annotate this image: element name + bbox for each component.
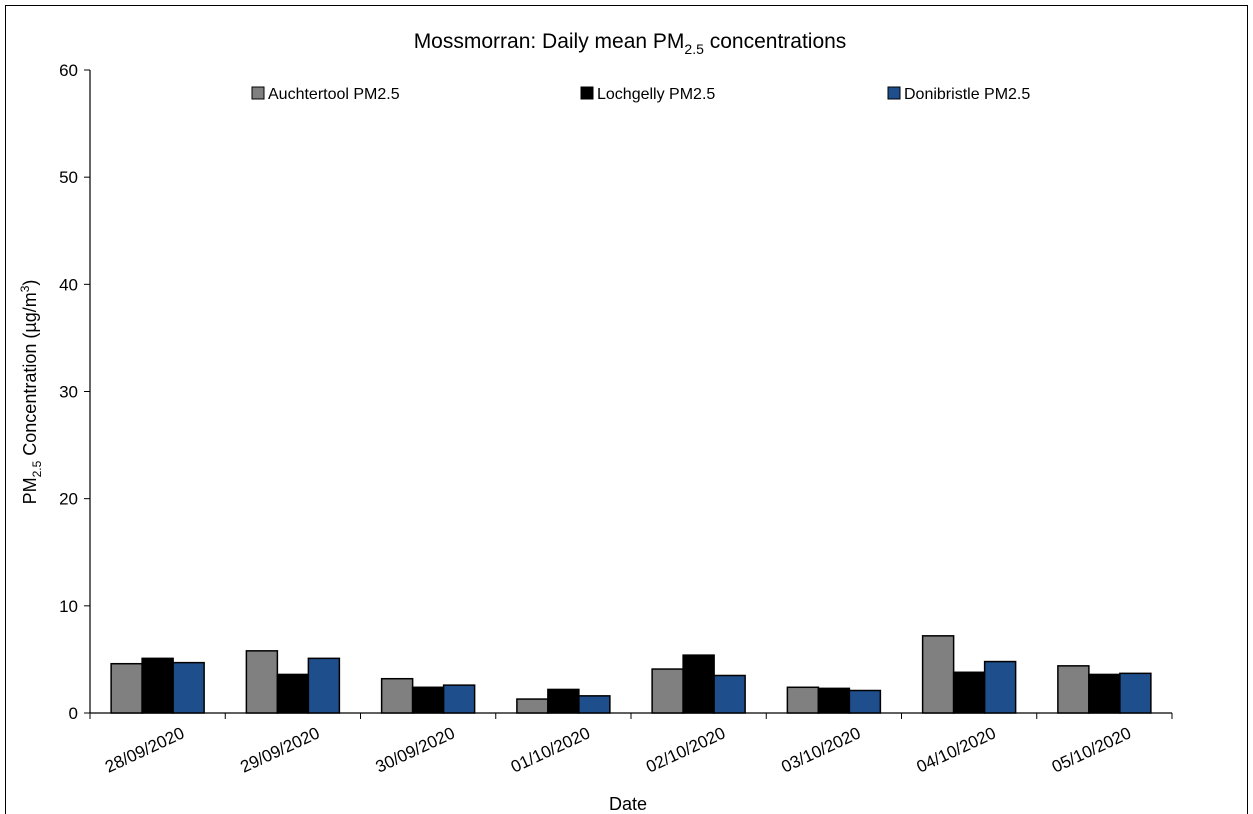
- bar: [578, 695, 611, 714]
- bar: [713, 674, 746, 714]
- bar: [245, 650, 279, 714]
- chart-frame: [5, 5, 1248, 814]
- y-tick-label: 30: [59, 383, 78, 402]
- bar: [786, 686, 820, 714]
- x-tick-label: 29/09/2020: [237, 723, 322, 776]
- bar: [817, 687, 851, 714]
- bar: [172, 661, 205, 714]
- legend-label: Donibristle PM2.5: [904, 86, 1030, 103]
- x-tick-label: 30/09/2020: [373, 723, 458, 776]
- x-tick-label: 05/10/2020: [1049, 723, 1134, 776]
- bar: [110, 662, 143, 714]
- chart-title: Mossmorran: Daily mean PM2.5 concentrati…: [414, 30, 847, 57]
- bar: [516, 698, 549, 714]
- bar: [651, 668, 684, 714]
- x-tick-label: 01/10/2020: [508, 723, 593, 776]
- bar: [547, 688, 580, 714]
- legend-swatch: [887, 86, 901, 100]
- bar: [848, 689, 882, 714]
- y-tick-label: 50: [59, 168, 78, 187]
- x-tick-label: 04/10/2020: [914, 723, 999, 776]
- bar: [411, 686, 445, 714]
- legend-label: Lochgelly PM2.5: [597, 86, 715, 103]
- bar: [276, 673, 310, 714]
- legend-swatch: [580, 86, 594, 100]
- y-tick-label: 20: [59, 490, 78, 509]
- bar: [952, 671, 986, 714]
- y-axis: 0 10 20 30 40 50 60: [59, 61, 91, 723]
- x-axis-label: Date: [609, 794, 647, 814]
- bar: [983, 660, 1017, 714]
- x-axis: 28/09/2020 29/09/2020 30/09/2020 01/10/2020…: [89, 712, 1173, 777]
- legend: Auchtertool PM2.5 Lochgelly PM2.5 Donibris…: [251, 86, 1030, 103]
- bar: [682, 654, 715, 714]
- x-tick-label: 28/09/2020: [102, 723, 187, 776]
- y-tick-label: 40: [59, 275, 78, 294]
- bar: [141, 657, 174, 714]
- x-tick-label: 03/10/2020: [778, 723, 863, 776]
- bar: [307, 657, 341, 714]
- bar: [921, 635, 955, 714]
- y-tick-label: 10: [59, 597, 78, 616]
- bars: [110, 635, 1152, 714]
- y-axis-label: PM2.5 Concentration (µg/m3): [18, 280, 44, 505]
- bar: [1119, 672, 1152, 714]
- y-tick-label: 0: [69, 704, 78, 723]
- y-tick-label: 60: [59, 61, 78, 80]
- bar: [1088, 673, 1121, 714]
- legend-swatch: [251, 86, 265, 100]
- x-tick-label: 02/10/2020: [643, 723, 728, 776]
- legend-label: Auchtertool PM2.5: [268, 86, 400, 103]
- bar: [380, 677, 414, 714]
- bar: [1057, 665, 1090, 714]
- bar: [442, 684, 476, 714]
